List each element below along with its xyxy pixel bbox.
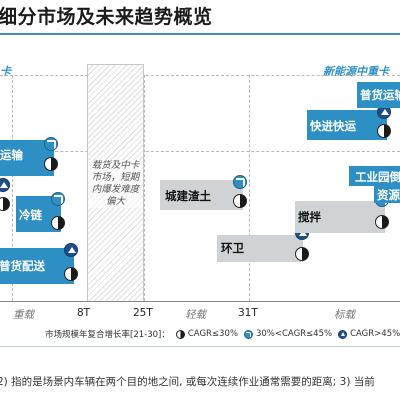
grid-line xyxy=(0,75,400,76)
segment-box-gongye-yuanqu[interactable]: 工业园倒 xyxy=(349,166,400,186)
legend-item-label: 30%<CAGR≤45% xyxy=(255,329,333,339)
legend: 市场规模年复合增长率[21-30]： CAGR≤30% 30%<CAGR≤45%… xyxy=(45,328,400,340)
tick-label: 8T xyxy=(77,307,91,319)
growth-arrow-icon xyxy=(44,137,58,151)
hatched-zone-note: 载货及中卡市场，短期内爆发难度偏大 xyxy=(88,160,143,208)
segment-box-jiaoban[interactable]: 搅拌 xyxy=(295,193,389,233)
growth-pie-icon xyxy=(375,215,389,229)
box-label: 资源 xyxy=(377,188,400,202)
box-label: 搅拌 xyxy=(298,210,321,224)
grid-line xyxy=(249,75,250,301)
growth-pie-icon xyxy=(233,194,247,208)
segment-box-lenglian[interactable]: 冷链 xyxy=(16,192,65,232)
title-divider xyxy=(0,33,400,35)
box-label: 普货运输 xyxy=(360,88,400,102)
box-label: 工业园倒 xyxy=(355,170,400,184)
zone-label: 重载 xyxy=(13,309,34,321)
box-label: 普货配送 xyxy=(0,259,45,273)
growth-pie-icon xyxy=(44,157,58,171)
growth-pie-icon xyxy=(64,267,78,281)
tick-label: 31T xyxy=(238,307,258,319)
growth-pie-icon xyxy=(0,197,10,211)
growth-up-icon xyxy=(0,178,10,192)
segment-box-huanwei[interactable]: 环卫 xyxy=(217,226,309,262)
zone-label: 标载 xyxy=(334,309,355,321)
growth-pie-icon xyxy=(377,124,391,138)
grid-line xyxy=(12,75,13,301)
box-label: 冷链 xyxy=(19,208,42,222)
zone-label: 轻载 xyxy=(185,309,206,321)
tick-label: 25T xyxy=(133,307,153,319)
grid-line xyxy=(144,75,145,301)
segment-box-kuaijin-kuaichu[interactable]: 快进快运 xyxy=(307,105,391,140)
legend-up-icon xyxy=(338,329,348,339)
box-label: 快进快运 xyxy=(310,119,356,133)
legend-title: 市场规模年复合增长率[21-30]： xyxy=(45,330,170,340)
segment-box-puhuo-peisong[interactable]: 普货配送 xyxy=(0,243,78,284)
segment-label-left: 卡 xyxy=(0,65,11,78)
segment-box-ziyuan[interactable]: 资源 xyxy=(374,185,400,203)
page-title: 细分市场及未来趋势概览 xyxy=(0,6,213,28)
segment-label-new-energy: 新能源中重卡 xyxy=(323,65,389,78)
growth-up-icon xyxy=(64,243,78,257)
box-label: 环卫 xyxy=(221,241,244,255)
footnote-divider xyxy=(0,346,400,347)
legend-item-label: CAGR≤30% xyxy=(187,329,238,339)
legend-arrow-icon xyxy=(243,329,253,339)
segment-box-chengjian-zhatu[interactable]: 城建渣土 xyxy=(160,175,247,210)
legend-pie-icon xyxy=(175,329,185,339)
box-label: 城建渣土 xyxy=(165,189,211,203)
box-label: 运输 xyxy=(0,148,23,162)
grid-line xyxy=(0,151,400,152)
segment-box-puhuo-yunshu[interactable]: 普货运输 xyxy=(357,82,400,108)
growth-arrow-icon xyxy=(51,192,65,206)
growth-pie-icon xyxy=(51,216,65,230)
growth-pie-icon xyxy=(295,247,309,261)
footnote: 2) 指的是场景内车辆在两个目的地之间, 或每次连续作业通常需要的距离; 3) … xyxy=(0,376,375,388)
legend-item-label: CAGR>45% xyxy=(350,329,400,339)
growth-arrow-icon xyxy=(233,175,247,189)
x-axis xyxy=(0,301,400,302)
segment-box-yunshu[interactable]: 运输 xyxy=(0,137,58,176)
